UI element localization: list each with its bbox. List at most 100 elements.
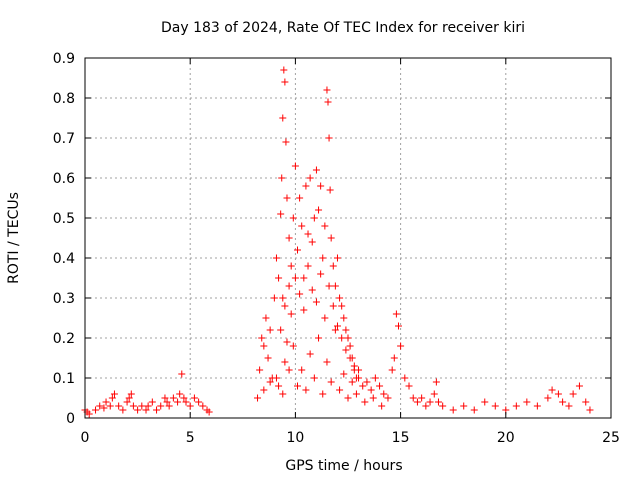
- data-point: [161, 394, 169, 402]
- data-point: [275, 274, 283, 282]
- data-point: [144, 402, 152, 410]
- data-point: [127, 390, 135, 398]
- data-point: [294, 382, 302, 390]
- data-point: [119, 406, 127, 414]
- data-point: [260, 342, 268, 350]
- data-point: [378, 402, 386, 410]
- data-point: [325, 134, 333, 142]
- plot-frame: [84, 57, 612, 419]
- data-point: [289, 342, 297, 350]
- data-point: [134, 406, 142, 414]
- data-point: [279, 294, 287, 302]
- data-point: [302, 386, 310, 394]
- data-point: [338, 334, 346, 342]
- data-point: [153, 406, 161, 414]
- data-point: [329, 262, 337, 270]
- data-point: [384, 394, 392, 402]
- data-point: [434, 398, 442, 406]
- y-tick-label: 0.8: [53, 91, 75, 107]
- data-point: [186, 402, 194, 410]
- data-point: [92, 406, 100, 414]
- data-point: [277, 210, 285, 218]
- data-point: [344, 334, 352, 342]
- data-point: [304, 262, 312, 270]
- data-point: [394, 322, 402, 330]
- grid-lines: [85, 58, 611, 418]
- data-point: [302, 182, 310, 190]
- data-point: [310, 374, 318, 382]
- x-tick-label: 0: [81, 430, 90, 446]
- data-point: [340, 314, 348, 322]
- data-point: [96, 402, 104, 410]
- data-point: [439, 402, 447, 410]
- data-point: [331, 326, 339, 334]
- data-point: [575, 382, 583, 390]
- data-point: [327, 234, 335, 242]
- data-point: [298, 222, 306, 230]
- data-point: [176, 390, 184, 398]
- data-point: [308, 238, 316, 246]
- data-point: [426, 398, 434, 406]
- data-point: [102, 398, 110, 406]
- data-point: [287, 310, 295, 318]
- data-point: [108, 394, 116, 402]
- y-tick-label: 0: [66, 411, 75, 427]
- data-point: [321, 222, 329, 230]
- data-point: [298, 366, 306, 374]
- data-point: [285, 282, 293, 290]
- data-points: [81, 66, 594, 418]
- y-tick-label: 0.3: [53, 291, 75, 307]
- data-point: [300, 274, 308, 282]
- data-point: [363, 378, 371, 386]
- data-point: [278, 174, 286, 182]
- data-point: [254, 394, 262, 402]
- data-point: [352, 390, 360, 398]
- y-axis-label: ROTI / TECUs: [6, 192, 22, 284]
- data-point: [195, 398, 203, 406]
- data-point: [258, 334, 266, 342]
- y-tick-label: 0.7: [53, 131, 75, 147]
- data-point: [376, 382, 384, 390]
- data-point: [306, 174, 314, 182]
- data-point: [294, 246, 302, 254]
- data-point: [272, 254, 280, 262]
- data-point: [296, 290, 304, 298]
- data-point: [165, 402, 173, 410]
- data-point: [180, 394, 188, 402]
- data-point: [523, 398, 531, 406]
- data-point: [346, 354, 354, 362]
- data-point: [129, 402, 137, 410]
- data-point: [346, 342, 354, 350]
- data-point: [142, 406, 150, 414]
- data-point: [321, 314, 329, 322]
- data-point: [157, 402, 165, 410]
- data-point: [296, 194, 304, 202]
- data-point: [319, 390, 327, 398]
- data-point: [325, 282, 333, 290]
- data-point: [281, 302, 289, 310]
- data-point: [409, 394, 417, 402]
- data-point: [279, 390, 287, 398]
- data-point: [586, 406, 594, 414]
- data-point: [319, 254, 327, 262]
- data-point: [279, 114, 287, 122]
- data-point: [256, 366, 264, 374]
- data-point: [326, 186, 334, 194]
- data-point: [264, 354, 272, 362]
- data-point: [559, 398, 567, 406]
- data-point: [174, 398, 182, 406]
- data-point: [100, 404, 108, 412]
- data-point: [533, 402, 541, 410]
- data-point: [336, 294, 344, 302]
- data-point: [312, 298, 320, 306]
- data-point: [512, 402, 520, 410]
- data-point: [405, 382, 413, 390]
- data-point: [327, 378, 335, 386]
- data-point: [470, 406, 478, 414]
- data-point: [163, 398, 171, 406]
- data-point: [569, 390, 577, 398]
- data-point: [310, 214, 318, 222]
- data-point: [110, 390, 118, 398]
- data-point: [350, 366, 358, 374]
